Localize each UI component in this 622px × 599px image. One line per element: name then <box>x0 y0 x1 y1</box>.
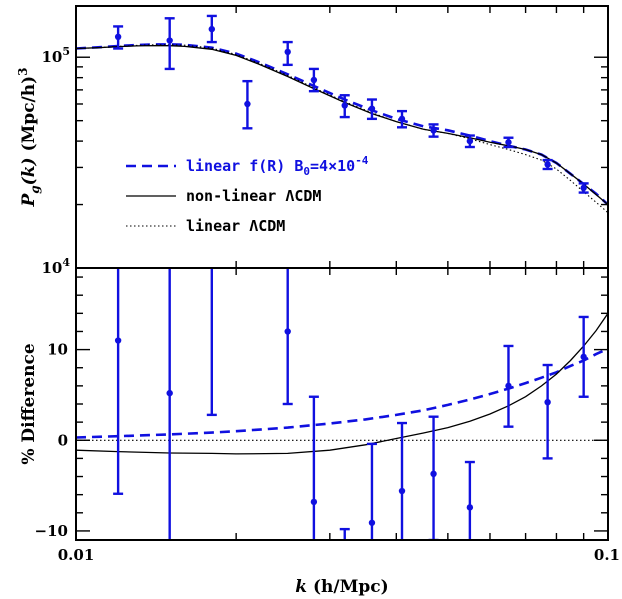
bottom-y-axis-label: % Difference <box>19 343 39 465</box>
ylabel-exp: 3 <box>16 67 30 75</box>
bottom-data-marker-3 <box>209 210 215 216</box>
ylabel-p: P <box>19 193 39 208</box>
bottom-data-point-6 <box>308 395 319 540</box>
top-data-point-6 <box>308 67 319 93</box>
top-data-point-4 <box>242 79 253 130</box>
top-data-marker-8 <box>368 105 376 112</box>
bottom-data-point-13 <box>542 363 553 460</box>
top-data-marker-13 <box>544 161 551 168</box>
x-axis-label: k (h/Mpc) <box>295 577 388 597</box>
top-data-point-9 <box>397 109 408 129</box>
top-data-marker-11 <box>466 137 474 145</box>
top-data-point-14 <box>578 182 589 194</box>
legend-entry-lin: linear ΛCDM <box>126 217 285 235</box>
svg-text:linear f(R) B0=4×10-4: linear f(R) B0=4×10-4 <box>186 154 369 178</box>
bottom-data-marker-13 <box>544 398 551 406</box>
bottom-data-point-10 <box>428 415 439 540</box>
top-data-marker-6 <box>310 76 318 84</box>
bottom-y-tick-label-1: −10 <box>35 522 68 540</box>
top-series-lin <box>76 44 608 214</box>
bottom-panel-frame <box>75 267 609 541</box>
bottom-series-nl <box>76 312 608 455</box>
bottom-data-marker-11 <box>466 504 474 511</box>
top-data-point-7 <box>339 94 350 119</box>
top-y-tick-label-base: 10 <box>41 48 62 66</box>
bottom-data-marker-1 <box>114 337 122 344</box>
bottom-panel: −10 0 10 0.01 0.1 % Difference <box>19 165 620 564</box>
top-data-point-11 <box>464 134 475 149</box>
top-data-marker-3 <box>208 25 216 33</box>
top-y-tick-label-exp: 4 <box>62 256 70 269</box>
top-data-point-1 <box>113 25 124 50</box>
bottom-data-marker-10 <box>430 470 437 478</box>
bottom-data-marker-7 <box>342 546 348 552</box>
top-y-tick-label-2: 104 <box>41 256 70 277</box>
bottom-data-marker-12 <box>505 382 512 390</box>
top-data-point-5 <box>282 40 293 67</box>
bottom-data-point-11 <box>464 460 475 540</box>
legend-label-fr-sub: 0 <box>303 165 310 178</box>
bottom-data-point-5 <box>282 268 293 406</box>
top-data-point-2 <box>164 17 175 71</box>
ylabel-sub: g <box>28 185 42 193</box>
svg-text:Pg(k) (Mpc/h)3: Pg(k) (Mpc/h)3 <box>16 67 42 207</box>
ylabel-k: (k) <box>19 157 39 185</box>
legend-label-fr-sup: -4 <box>355 154 369 167</box>
x-tick-label-2: 0.1 <box>594 546 620 564</box>
top-data-marker-7 <box>341 102 348 109</box>
legend-entry-fr: linear f(R) B0=4×10-4 <box>126 154 369 178</box>
top-data-marker-1 <box>114 33 122 40</box>
top-y-tick-label-exp: 5 <box>62 45 70 58</box>
legend-entry-nl: non-linear ΛCDM <box>126 187 321 205</box>
legend: linear f(R) B0=4×10-4 non-linear ΛCDM li… <box>126 154 369 235</box>
bottom-y-tick-label-3: 10 <box>47 341 68 359</box>
top-data-marker-14 <box>580 184 587 192</box>
top-data-point-10 <box>428 123 439 138</box>
top-data-point-13 <box>542 158 553 171</box>
top-y-tick-label-1: 105 <box>41 45 70 66</box>
legend-label-lin: linear ΛCDM <box>186 217 285 235</box>
top-y-tick-label-base: 10 <box>41 259 62 277</box>
bottom-data-marker-5 <box>284 328 291 335</box>
svg-text:k (h/Mpc): k (h/Mpc) <box>295 577 388 597</box>
top-series-fr <box>76 43 608 206</box>
bottom-data-point-3 <box>206 210 217 417</box>
bottom-data-point-8 <box>366 442 377 540</box>
bottom-data-marker-8 <box>368 519 376 526</box>
xlabel-units: (h/Mpc) <box>307 577 389 597</box>
ylabel-units: (Mpc/h) <box>19 76 39 158</box>
xlabel-k: k <box>295 577 307 597</box>
bottom-data-marker-14 <box>580 353 587 361</box>
bottom-y-tick-label-2: 0 <box>58 431 68 449</box>
top-y-axis-label: Pg(k) (Mpc/h)3 <box>16 67 42 207</box>
bottom-data-marker-9 <box>398 487 406 495</box>
bottom-series-fr <box>76 347 608 439</box>
top-data-marker-4 <box>244 100 251 108</box>
top-data-marker-9 <box>398 115 406 123</box>
bottom-data-point-7 <box>339 527 350 552</box>
legend-label-fr-mid: =4×10 <box>310 157 355 175</box>
bottom-data-point-4 <box>242 165 252 259</box>
top-data-marker-5 <box>284 48 291 56</box>
legend-label-fr: linear f(R) B <box>186 157 303 175</box>
bottom-data-marker-2 <box>166 389 173 397</box>
bottom-data-point-14 <box>578 315 589 398</box>
bottom-data-marker-6 <box>310 498 318 506</box>
bottom-data-point-1 <box>113 268 124 495</box>
legend-label-nl: non-linear ΛCDM <box>186 187 321 205</box>
top-data-marker-12 <box>505 139 512 146</box>
bottom-data-point-12 <box>503 344 514 428</box>
top-series-nl <box>76 44 608 206</box>
bottom-data-point-2 <box>166 268 173 540</box>
top-data-point-12 <box>503 136 514 149</box>
top-data-point-8 <box>366 98 377 121</box>
x-tick-label-1: 0.01 <box>58 546 95 564</box>
bottom-data-point-9 <box>397 421 408 540</box>
top-data-marker-10 <box>430 127 437 134</box>
top-data-point-3 <box>206 14 217 44</box>
top-data-marker-2 <box>166 37 173 44</box>
